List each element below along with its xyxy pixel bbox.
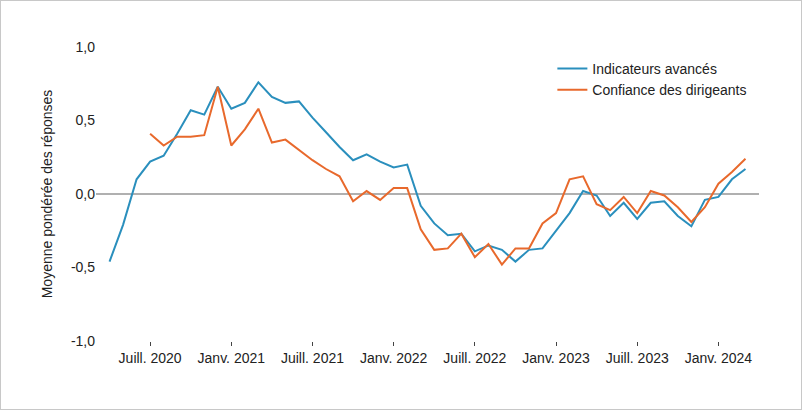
svg-text:Juill. 2023: Juill. 2023 [606, 350, 669, 366]
svg-text:Janv. 2021: Janv. 2021 [198, 350, 266, 366]
svg-text:0,5: 0,5 [76, 112, 96, 128]
svg-text:Janv. 2022: Janv. 2022 [360, 350, 428, 366]
svg-text:Indicateurs avancés: Indicateurs avancés [592, 61, 717, 77]
svg-text:Janv. 2024: Janv. 2024 [685, 350, 753, 366]
svg-text:Juill. 2020: Juill. 2020 [119, 350, 182, 366]
svg-text:Janv. 2023: Janv. 2023 [522, 350, 590, 366]
svg-text:-1,0: -1,0 [71, 333, 95, 349]
svg-text:-0,5: -0,5 [71, 259, 95, 275]
svg-text:Moyenne pondérée des réponses: Moyenne pondérée des réponses [39, 90, 55, 299]
svg-text:Juill. 2022: Juill. 2022 [443, 350, 506, 366]
svg-text:Juill. 2021: Juill. 2021 [281, 350, 344, 366]
svg-text:Confiance des dirigeants: Confiance des dirigeants [592, 82, 746, 98]
svg-text:1,0: 1,0 [76, 39, 96, 55]
svg-text:0,0: 0,0 [76, 186, 96, 202]
